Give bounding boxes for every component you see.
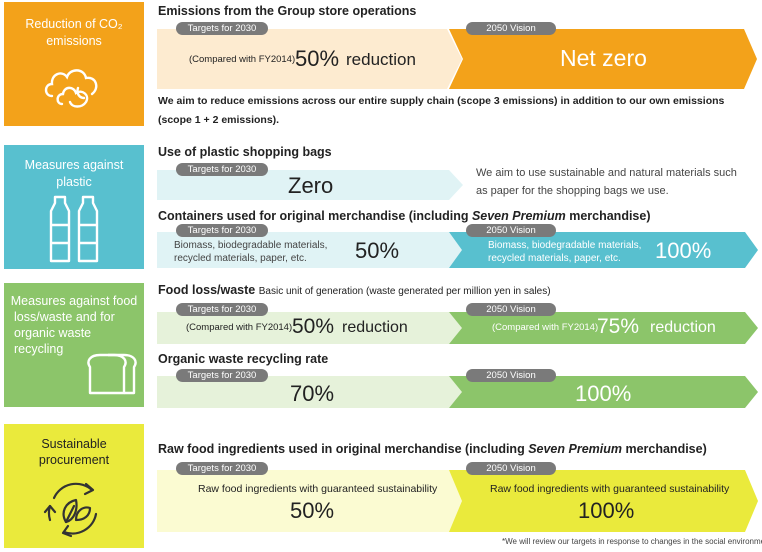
food-side-panel: Measures against food loss/waste and for… [4,283,144,407]
containers-target-text2: recycled materials, paper, etc. [174,253,307,264]
procure-heading-pre: Raw food ingredients used in original me… [158,442,529,456]
loss-target-pill: Targets for 2030 [176,303,268,316]
containers-vision-text2: recycled materials, paper, etc. [488,253,621,264]
containers-vision-arrow [449,232,758,268]
loss-heading-sub: Basic unit of generation (waste generate… [258,286,551,297]
procure-target-arrow [157,470,463,532]
recycle-vision-value: 100% [575,381,632,406]
procure-vision-arrow [449,470,758,532]
loss-target-note: (Compared with FY2014) [186,322,293,333]
containers-target-pill: Targets for 2030 [176,224,268,237]
co2-target-note: (Compared with FY2014) [189,54,296,65]
co2-vision-pill: 2050 Vision [466,22,556,35]
food-side-title-2: loss/waste and for [14,310,115,324]
procure-vision-value: 100% [578,498,635,523]
containers-heading: Containers used for original merchandise… [158,209,651,223]
procure-heading: Raw food ingredients used in original me… [158,442,707,456]
loss-vision-value: 75% [597,315,640,338]
recycle-vision-pill: 2050 Vision [466,369,556,382]
loss-heading-title: Food loss/waste [158,283,256,297]
procure-target-value: 50% [290,498,335,523]
procure-heading-em: Seven Premium [528,442,622,456]
bags-value: Zero [288,173,334,198]
bread-icon [87,353,137,395]
containers-vision-value: 100% [655,238,712,263]
bags-target-pill: Targets for 2030 [176,163,268,176]
plastic-side-title-2: plastic [56,175,92,189]
containers-heading-pre: Containers used for original merchandise… [158,209,472,223]
recycle-leaf-icon [43,482,98,538]
plastic-side-panel: Measures against plastic [4,145,144,269]
procure-vision-text: Raw food ingredients with guaranteed sus… [490,483,730,495]
procure-side-title-1: Sustainable [41,437,107,451]
containers-target-text1: Biomass, biodegradable materials, [174,240,328,251]
recycle-target-pill: Targets for 2030 [176,369,268,382]
co2-side-title-1: Reduction of CO₂ [25,17,123,31]
co2-vision-value: Net zero [560,45,647,71]
co2-note-line2: (scope 1 + 2 emissions). [158,114,280,126]
footnote: *We will review our targets in response … [502,537,762,546]
bags-target-arrow [157,170,463,200]
loss-vision-note: (Compared with FY2014) [492,322,599,333]
loss-target-suffix: reduction [342,319,408,336]
cloud-icon [44,69,98,108]
loss-vision-pill: 2050 Vision [466,303,556,316]
co2-target-value: 50% [295,46,340,71]
procure-heading-post: merchandise) [621,442,707,456]
co2-side-title-2: emissions [46,34,102,48]
plastic-side-title-1: Measures against [24,158,124,172]
containers-heading-post: merchandise) [565,209,651,223]
recycle-target-value: 70% [290,381,335,406]
containers-vision-text1: Biomass, biodegradable materials, [488,240,642,251]
procure-vision-pill: 2050 Vision [466,462,556,475]
loss-vision-suffix: reduction [650,319,716,336]
procure-side-panel: Sustainable procurement [4,424,144,548]
procure-side-title-2: procurement [38,453,110,467]
food-side-title-4: recycling [14,342,64,356]
co2-side-panel: Reduction of CO₂ emissions [4,2,144,126]
containers-target-value: 50% [355,238,400,263]
co2-note-line1: We aim to reduce emissions across our en… [158,95,725,107]
food-side-title-1: Measures against food [10,294,138,308]
containers-vision-pill: 2050 Vision [466,224,556,237]
co2-vision-arrow [449,29,757,89]
containers-heading-em: Seven Premium [471,209,566,223]
co2-heading: Emissions from the Group store operation… [158,4,417,18]
bags-heading: Use of plastic shopping bags [158,145,332,159]
bottles-icon [49,195,99,263]
co2-target-arrow [157,29,462,89]
procure-target-text: Raw food ingredients with guaranteed sus… [198,483,438,495]
food-side-title-3: organic waste [14,326,92,340]
loss-vision-arrow [449,312,758,344]
loss-heading: Food loss/waste Basic unit of generation… [158,283,551,297]
co2-target-pill: Targets for 2030 [176,22,268,35]
bags-note-line2: as paper for the shopping bags we use. [476,185,669,197]
loss-target-value: 50% [292,315,335,338]
containers-target-arrow [157,232,463,268]
procure-target-pill: Targets for 2030 [176,462,268,475]
recycle-heading: Organic waste recycling rate [158,352,329,366]
bags-note-line1: We aim to use sustainable and natural ma… [476,167,737,179]
recycle-target-arrow [157,376,463,408]
co2-target-suffix: reduction [346,50,416,69]
recycle-vision-arrow [449,376,758,408]
loss-target-arrow [157,312,463,344]
